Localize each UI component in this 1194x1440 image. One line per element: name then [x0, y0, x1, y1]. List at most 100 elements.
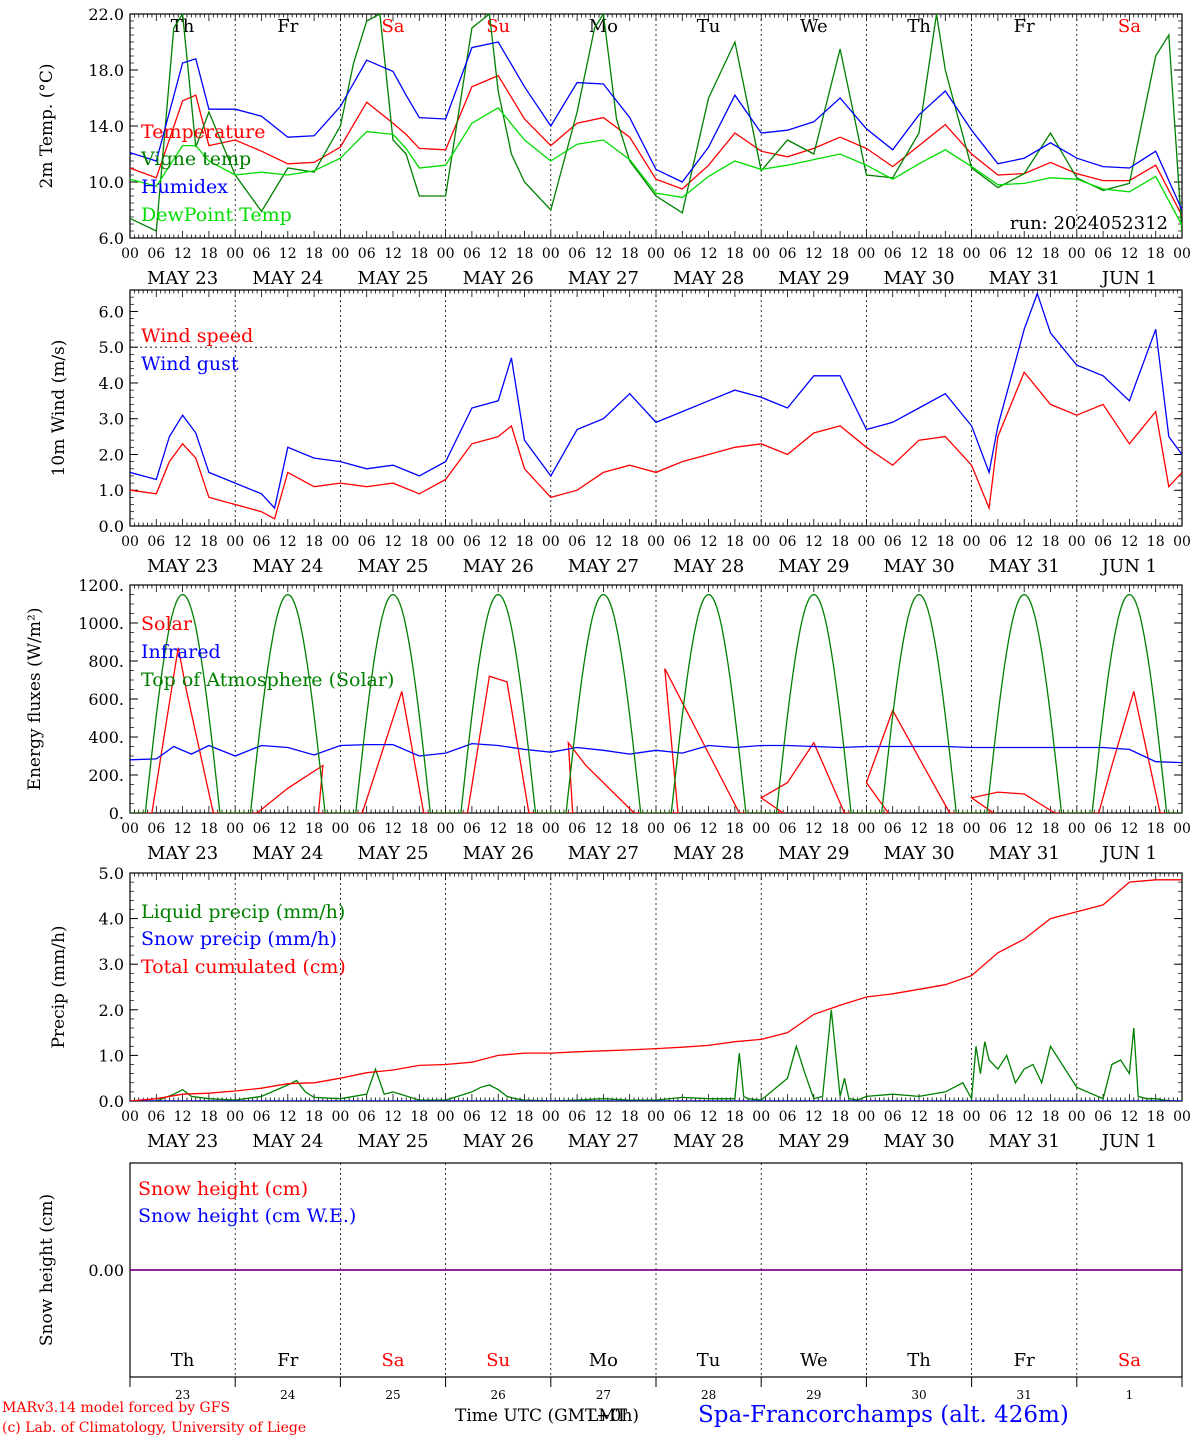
x-hour-label: 00	[857, 821, 875, 837]
x-hour-label: 06	[779, 821, 797, 837]
x-hour-label: 18	[621, 821, 639, 837]
series-line-4	[130, 106, 1182, 226]
x-hour-label: 00	[542, 821, 560, 837]
legend-entry: Wind gust	[141, 353, 239, 375]
x-hour-label: 12	[594, 534, 612, 550]
x-hour-label: 00	[331, 821, 349, 837]
x-hour-label: 00	[857, 534, 875, 550]
series-line-1	[130, 370, 1182, 520]
x-hour-label: 00	[121, 821, 139, 837]
x-hour-label: 18	[200, 821, 218, 837]
x-hour-label: 12	[594, 1109, 612, 1125]
day-name: Sa	[1118, 16, 1141, 37]
x-hour-label: 12	[910, 534, 928, 550]
x-hour-label: 06	[568, 534, 586, 550]
x-hour-label: 06	[568, 821, 586, 837]
series-line-3	[130, 593, 1182, 813]
y-tick-label: 0.00	[88, 1261, 124, 1280]
model-credit-2: (c) Lab. of Climatology, University of L…	[2, 1420, 307, 1436]
y-tick-label: 6.0	[99, 302, 124, 321]
x-hour-label: 00	[226, 534, 244, 550]
y-axis-label: 2m Temp. (°C)	[37, 63, 57, 188]
x-hour-label: 18	[726, 534, 744, 550]
day-number: 28	[701, 1388, 716, 1402]
legend-entry: Total cumulated (cm)	[141, 956, 346, 978]
x-hour-label: 00	[437, 821, 455, 837]
y-axis-label: Snow height (cm)	[37, 1194, 57, 1346]
x-hour-label: 18	[200, 246, 218, 262]
panel-3: 0. 200. 400. 600. 800. 1000. 1200. Energy fluxe…	[25, 576, 1191, 864]
x-hour-label: 18	[200, 1109, 218, 1125]
series-group	[130, 291, 1182, 520]
x-hour-label: 18	[305, 821, 323, 837]
x-hour-label: 18	[1147, 534, 1165, 550]
day-name-bottom: Th	[171, 1350, 195, 1371]
x-hour-label: 12	[384, 246, 402, 262]
x-hour-label: 12	[700, 246, 718, 262]
x-hour-label: 12	[174, 821, 192, 837]
legend-entry: Liquid precip (mm/h)	[141, 901, 345, 923]
x-date-label: MAY 28	[673, 556, 744, 577]
x-hour-label: 12	[910, 821, 928, 837]
x-date-label: MAY 30	[883, 1131, 954, 1152]
y-tick-label: 1.0	[99, 481, 124, 500]
day-name-bottom: Su	[486, 1350, 510, 1371]
x-date-label: MAY 26	[463, 556, 534, 577]
x-hour-label: 06	[253, 246, 271, 262]
x-hour-label: 00	[647, 1109, 665, 1125]
x-hour-label: 12	[279, 246, 297, 262]
model-credit-1: MARv3.14 model forced by GFS	[2, 1400, 231, 1416]
x-hour-label: 18	[1042, 821, 1060, 837]
day-name-bottom: Sa	[381, 1350, 404, 1371]
day-name: Fr	[1014, 16, 1035, 37]
x-date-label: MAY 27	[568, 556, 639, 577]
x-hour-label: 06	[1094, 821, 1112, 837]
x-hour-label: 18	[621, 1109, 639, 1125]
day-number: 31	[1017, 1388, 1032, 1402]
x-hour-label-end: 00	[1173, 1109, 1191, 1125]
legend-entry: Humidex	[141, 176, 228, 198]
x-hour-label: 06	[779, 1109, 797, 1125]
x-hour-label: 12	[174, 534, 192, 550]
x-hour-label: 00	[1068, 1109, 1086, 1125]
x-hour-label: 06	[463, 1109, 481, 1125]
legend-entry: Vigne temp	[140, 148, 251, 170]
x-hour-label: 12	[700, 1109, 718, 1125]
legend-entry: DewPoint Temp	[141, 204, 292, 226]
y-tick-label: 1000.	[78, 614, 124, 633]
x-hour-label: 12	[1120, 821, 1138, 837]
day-name: Fr	[277, 16, 298, 37]
panel-1: 6.0 10.0 14.0 18.0 22.0 2m Temp. (°C) 00 06 12 18…	[37, 5, 1191, 289]
x-date-label: MAY 31	[989, 843, 1060, 864]
x-hour-label: 12	[700, 821, 718, 837]
x-hour-label: 18	[305, 1109, 323, 1125]
y-tick-label: 5.0	[99, 864, 124, 883]
x-hour-label: 18	[831, 534, 849, 550]
x-date-label: MAY 26	[463, 268, 534, 289]
x-hour-label: 18	[516, 821, 534, 837]
x-hour-label: 12	[1015, 821, 1033, 837]
x-hour-label-end: 00	[1173, 534, 1191, 550]
time-axis-overlap: LMT	[587, 1406, 628, 1426]
x-hour-label: 18	[410, 534, 428, 550]
x-hour-label: 18	[936, 534, 954, 550]
x-hour-label: 18	[936, 246, 954, 262]
x-hour-label: 06	[673, 246, 691, 262]
series-line-2	[130, 291, 1182, 510]
x-hour-label: 18	[410, 821, 428, 837]
x-hour-label: 00	[542, 1109, 560, 1125]
x-hour-label: 00	[331, 534, 349, 550]
x-date-label: MAY 26	[463, 1131, 534, 1152]
day-name: Su	[486, 16, 510, 37]
x-hour-label: 00	[121, 1109, 139, 1125]
x-hour-label: 06	[358, 1109, 376, 1125]
x-hour-label: 18	[726, 246, 744, 262]
x-hour-label: 00	[226, 1109, 244, 1125]
x-hour-label: 06	[779, 246, 797, 262]
y-axis-label: Energy fluxes (W/m²)	[25, 608, 45, 791]
x-hour-label: 12	[805, 821, 823, 837]
x-hour-label: 00	[121, 534, 139, 550]
run-label: run: 2024052312	[1010, 213, 1168, 234]
x-hour-label: 00	[752, 534, 770, 550]
